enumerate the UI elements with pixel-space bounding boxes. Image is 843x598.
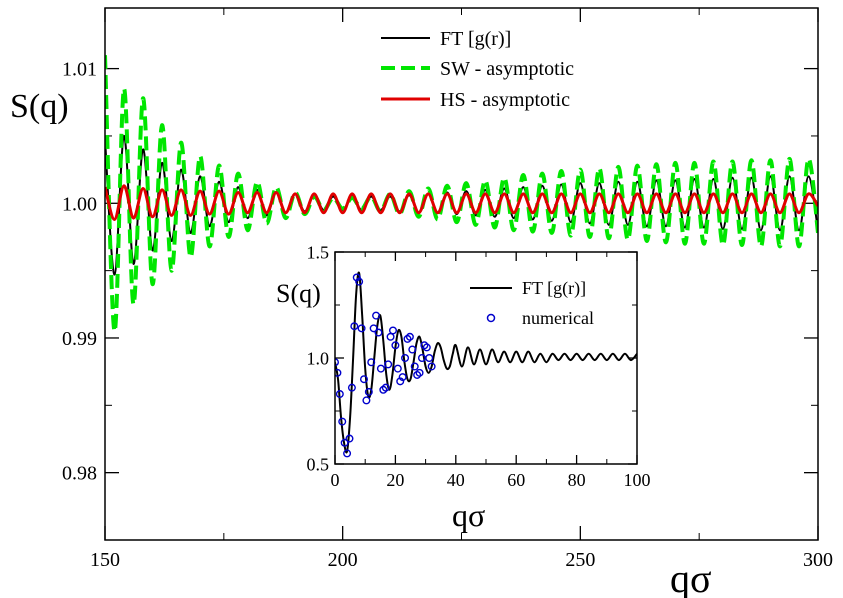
inset-x-tick-label: 20 bbox=[386, 470, 404, 490]
inset-point-1 bbox=[347, 383, 356, 392]
inset-point-1 bbox=[381, 383, 390, 392]
inset-point-1 bbox=[391, 341, 400, 350]
main-x-tick-label: 250 bbox=[565, 549, 595, 571]
main-y-tick-label: 1.00 bbox=[62, 193, 97, 215]
main-legend: FT [g(r)] SW - asymptotic HS - asymptoti… bbox=[381, 28, 574, 111]
inset-point-1 bbox=[345, 434, 354, 443]
inset-x-tick-label: 0 bbox=[331, 470, 340, 490]
main-x-tick-label: 150 bbox=[90, 549, 120, 571]
inset-point-1 bbox=[415, 368, 424, 377]
inset-point-1 bbox=[374, 328, 383, 337]
inset-point-1 bbox=[367, 358, 376, 367]
inset-point-1 bbox=[335, 368, 342, 377]
inset-point-1 bbox=[420, 341, 429, 350]
inset-y-axis-label: S(q) bbox=[276, 279, 321, 308]
inset-legend: FT [g(r)] numerical bbox=[470, 278, 594, 328]
main-x-tick-label: 300 bbox=[803, 549, 833, 571]
inset-point-1 bbox=[413, 370, 422, 379]
inset-point-1 bbox=[355, 277, 364, 286]
inset-point-1 bbox=[384, 360, 393, 369]
inset-point-1 bbox=[359, 375, 368, 384]
inset-point-1 bbox=[350, 322, 359, 331]
inset-point-1 bbox=[335, 390, 344, 399]
legend-label-ft: FT [g(r)] bbox=[440, 28, 511, 50]
inset-point-1 bbox=[379, 385, 388, 394]
inset-point-1 bbox=[362, 396, 371, 405]
inset-legend-swatch-numerical bbox=[486, 313, 496, 323]
inset-point-1 bbox=[388, 326, 397, 335]
inset-point-1 bbox=[422, 343, 431, 352]
main-y-axis-label: S(q) bbox=[10, 88, 69, 125]
inset-series bbox=[335, 271, 637, 458]
main-plot-frame bbox=[104, 7, 819, 541]
inset-plot-frame bbox=[334, 251, 638, 465]
inset-point-1 bbox=[398, 373, 407, 382]
main-y-tick-label: 0.98 bbox=[62, 463, 97, 485]
inset-point-1 bbox=[364, 387, 373, 396]
main-series-line-2 bbox=[105, 184, 818, 221]
inset-point-1 bbox=[410, 362, 419, 371]
main-y-tick-label: 1.01 bbox=[62, 59, 97, 81]
inset-point-1 bbox=[338, 417, 347, 426]
inset-point-1 bbox=[427, 362, 436, 371]
main-series-line-1 bbox=[105, 55, 818, 334]
inset-point-1 bbox=[372, 311, 381, 320]
main-series bbox=[105, 55, 818, 334]
inset-x-tick-label: 100 bbox=[624, 470, 651, 490]
inset-point-1 bbox=[352, 273, 361, 282]
inset-ticks: 0 20 40 60 80 100 0.5 1.0 1.5 bbox=[307, 242, 651, 490]
inset-x-axis-label: qσ bbox=[452, 497, 485, 533]
inset-point-1 bbox=[403, 334, 412, 343]
inset-point-1 bbox=[357, 324, 366, 333]
inset-y-tick-label: 1.0 bbox=[307, 348, 330, 368]
inset-y-tick-label: 0.5 bbox=[307, 454, 330, 474]
main-x-axis-label: qσ bbox=[670, 556, 712, 598]
inset-chart: 0 20 40 60 80 100 0.5 1.0 1.5 S(q) qσ FT [g(r)] … bbox=[276, 242, 651, 533]
inset-point-1 bbox=[405, 332, 414, 341]
inset-point-1 bbox=[340, 438, 349, 447]
inset-x-tick-label: 80 bbox=[568, 470, 586, 490]
main-x-tick-label: 200 bbox=[328, 549, 358, 571]
inset-legend-label-numerical: numerical bbox=[522, 308, 594, 328]
inset-point-1 bbox=[401, 354, 410, 363]
inset-point-1 bbox=[396, 377, 405, 386]
inset-point-1 bbox=[393, 364, 402, 373]
inset-point-1 bbox=[369, 324, 378, 333]
legend-label-hs: HS - asymptotic bbox=[440, 89, 570, 111]
inset-legend-label-ft: FT [g(r)] bbox=[522, 278, 586, 299]
main-y-tick-label: 0.99 bbox=[62, 328, 97, 350]
inset-x-tick-label: 60 bbox=[507, 470, 525, 490]
inset-point-1 bbox=[425, 354, 434, 363]
inset-y-tick-label: 1.5 bbox=[307, 242, 330, 262]
inset-point-1 bbox=[376, 364, 385, 373]
inset-x-tick-label: 40 bbox=[447, 470, 465, 490]
legend-label-sw: SW - asymptotic bbox=[440, 58, 574, 80]
inset-point-1 bbox=[408, 345, 417, 354]
inset-point-1 bbox=[343, 449, 352, 458]
